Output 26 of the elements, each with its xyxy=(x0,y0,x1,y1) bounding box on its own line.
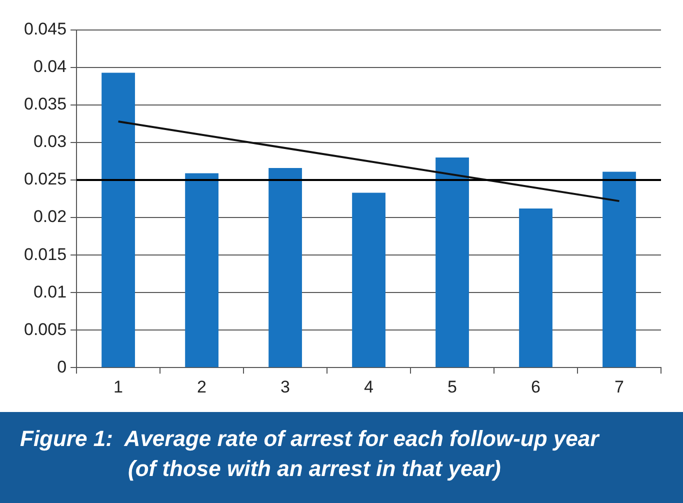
y-tick-label: 0.045 xyxy=(24,20,67,39)
x-tick-label: 2 xyxy=(197,377,207,396)
bar xyxy=(602,172,636,368)
y-tick-label: 0.015 xyxy=(24,244,67,264)
bar xyxy=(352,192,386,368)
bar xyxy=(102,72,135,368)
x-tick-label: 6 xyxy=(531,377,540,396)
x-tick-label: 3 xyxy=(280,377,290,396)
x-tick-label: 7 xyxy=(614,377,624,396)
x-tick-label: 5 xyxy=(448,377,457,396)
x-tick-label: 1 xyxy=(114,377,124,396)
bar xyxy=(519,208,552,368)
y-tick-label: 0.025 xyxy=(24,170,67,189)
y-tick-label: 0.005 xyxy=(24,320,67,339)
bar xyxy=(185,173,218,368)
y-tick-label: 0.03 xyxy=(33,132,67,152)
y-tick-label: 0.04 xyxy=(33,57,67,76)
y-tick-label: 0.02 xyxy=(33,207,67,226)
y-tick-label: 0.01 xyxy=(33,282,67,302)
text: (of those with an arrest in that year) xyxy=(127,455,502,483)
x-tick-label: 4 xyxy=(364,377,374,396)
bar xyxy=(436,158,469,368)
text: Figure 1: Average rate of arrest for each follow-up year xyxy=(20,425,601,453)
bar xyxy=(268,168,302,368)
y-tick-label: 0 xyxy=(57,357,67,376)
y-tick-label: 0.035 xyxy=(24,94,67,114)
